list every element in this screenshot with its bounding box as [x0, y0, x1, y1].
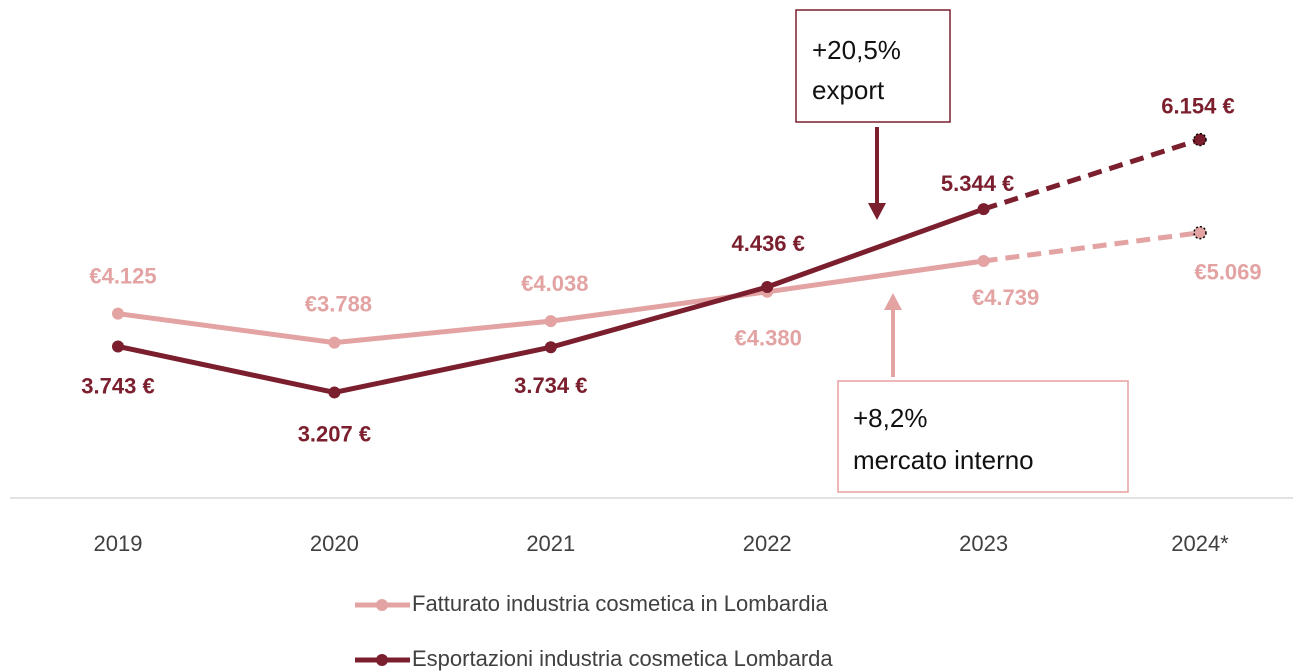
data-label: €5.069 — [1194, 259, 1261, 284]
annotation-text: export — [812, 75, 885, 105]
data-label: 3.207 € — [298, 421, 371, 446]
annotation-box — [837, 380, 1129, 493]
data-label: 3.734 € — [514, 373, 587, 398]
x-tick-label: 2021 — [526, 531, 575, 556]
data-label: €4.380 — [735, 326, 802, 351]
data-point — [977, 203, 990, 216]
data-point — [328, 386, 341, 399]
x-tick-label: 2019 — [94, 531, 143, 556]
data-label: €3.788 — [305, 291, 372, 316]
data-point — [1193, 225, 1207, 240]
legend-label: Fatturato industria cosmetica in Lombard… — [412, 591, 829, 616]
data-point — [761, 280, 774, 293]
x-tick-label: 2024* — [1171, 531, 1229, 556]
data-point — [112, 307, 124, 320]
x-tick-label: 2020 — [310, 531, 359, 556]
data-label: 5.344 € — [941, 171, 1014, 196]
legend-marker — [376, 599, 388, 611]
x-tick-label: 2022 — [743, 531, 792, 556]
x-tick-label: 2023 — [959, 531, 1008, 556]
data-point — [544, 341, 557, 354]
annotation-text: +20,5% — [812, 35, 901, 65]
series-line — [117, 206, 985, 395]
arrow-head — [868, 203, 886, 220]
data-label: €4.125 — [89, 263, 156, 288]
annotation-text: mercato interno — [853, 445, 1034, 475]
data-point — [544, 315, 557, 328]
projected-segment — [983, 230, 1201, 264]
data-label: €4.038 — [521, 271, 588, 296]
data-point — [328, 336, 341, 349]
annotation-text: +8,2% — [853, 403, 927, 433]
data-point — [977, 254, 990, 267]
legend-label: Esportazioni industria cosmetica Lombard… — [412, 646, 833, 671]
data-label: 4.436 € — [731, 231, 804, 256]
data-label: €4.739 — [972, 285, 1039, 310]
data-label: 6.154 € — [1161, 93, 1234, 118]
legend-marker — [376, 654, 388, 666]
annotation-box — [795, 9, 951, 123]
data-label: 3.743 € — [81, 373, 154, 398]
arrow-head — [884, 293, 902, 310]
projected-segment — [982, 137, 1201, 212]
data-point — [112, 340, 124, 353]
data-point — [1193, 132, 1207, 147]
